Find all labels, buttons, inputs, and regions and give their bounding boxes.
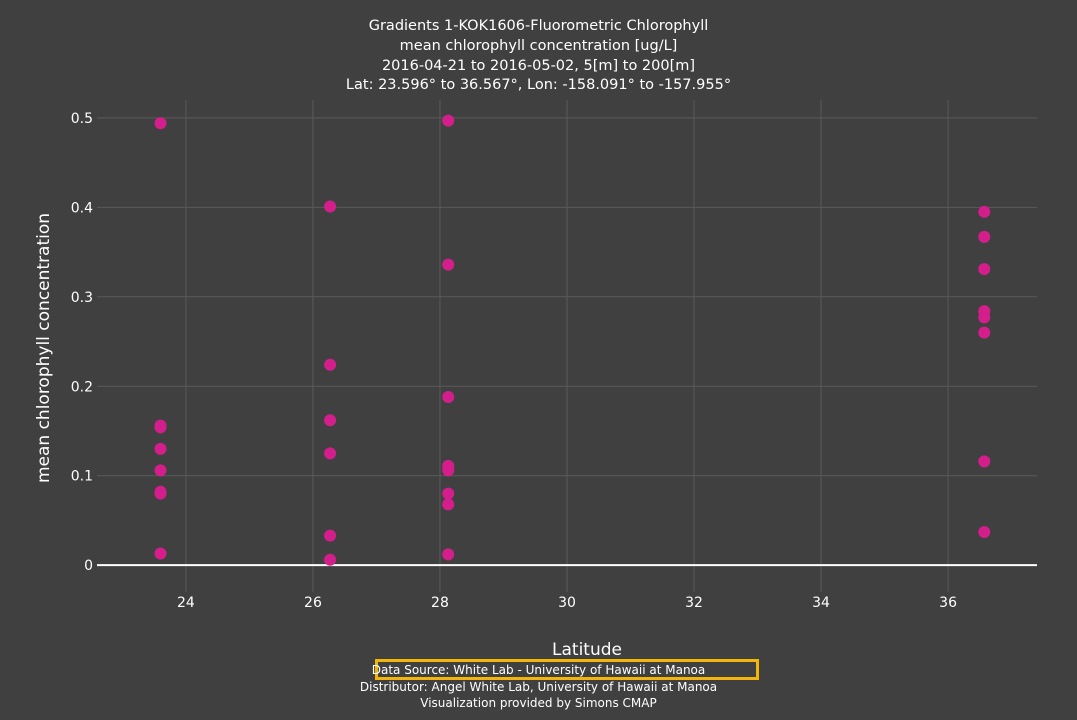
y-tick-label: 0.5 xyxy=(71,111,93,127)
y-tick-label: 0.4 xyxy=(71,200,93,216)
x-tick-label: 32 xyxy=(685,595,703,611)
data-point xyxy=(154,464,167,477)
data-source-text: Data Source: White Lab - University of H… xyxy=(371,663,706,677)
chart-title-line-4: Lat: 23.596° to 36.567°, Lon: -158.091° … xyxy=(345,77,732,93)
data-point xyxy=(442,114,455,127)
data-point xyxy=(978,230,991,243)
y-axis-label: mean chlorophyll concentration xyxy=(34,213,54,483)
data-point xyxy=(442,390,455,403)
data-point xyxy=(324,529,337,542)
data-point xyxy=(324,414,337,427)
chart-title-line-2: mean chlorophyll concentration [ug/L] xyxy=(399,38,678,54)
data-point xyxy=(324,358,337,371)
visualization-credit-text: Visualization provided by Simons CMAP xyxy=(420,696,657,710)
data-point xyxy=(442,462,455,475)
x-tick-label: 34 xyxy=(812,595,830,611)
data-point xyxy=(442,498,455,511)
chart-title-line-3: 2016-04-21 to 2016-05-02, 5[m] to 200[m] xyxy=(381,58,696,74)
data-point xyxy=(324,553,337,566)
x-tick-label: 28 xyxy=(431,595,449,611)
chart-title-line-1: Gradients 1-KOK1606-Fluorometric Chlorop… xyxy=(368,18,709,34)
data-point xyxy=(442,548,455,561)
data-point xyxy=(978,263,991,276)
data-point xyxy=(978,311,991,324)
y-tick-label: 0 xyxy=(84,558,93,574)
y-tick-label: 0.2 xyxy=(71,379,93,395)
data-point xyxy=(154,117,167,130)
x-tick-label: 24 xyxy=(177,595,195,611)
x-tick-label: 30 xyxy=(558,595,576,611)
data-point xyxy=(978,526,991,539)
data-point xyxy=(154,420,167,433)
data-point xyxy=(324,200,337,213)
x-tick-label: 26 xyxy=(304,595,322,611)
data-point xyxy=(442,487,455,500)
data-point xyxy=(154,547,167,560)
data-point xyxy=(154,442,167,455)
x-axis-label: Latitude xyxy=(552,640,622,660)
y-tick-label: 0.1 xyxy=(71,469,93,485)
data-point xyxy=(978,205,991,218)
data-point xyxy=(154,486,167,499)
distributor-text: Distributor: Angel White Lab, University… xyxy=(359,680,718,694)
data-point xyxy=(442,258,455,271)
data-point xyxy=(978,326,991,339)
data-source-highlight-box xyxy=(375,659,759,680)
x-tick-label: 36 xyxy=(939,595,957,611)
data-point xyxy=(324,447,337,460)
y-tick-label: 0.3 xyxy=(71,290,93,306)
data-point xyxy=(978,455,991,468)
